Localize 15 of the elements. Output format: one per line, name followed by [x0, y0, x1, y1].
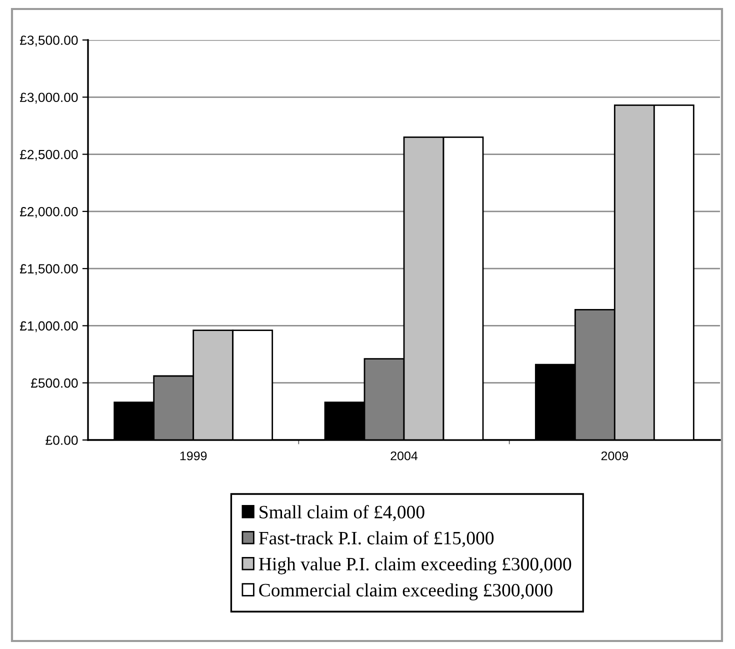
- legend-label: Commercial claim exceeding £300,000: [259, 583, 552, 600]
- y-tick-label: £1,500.00: [20, 264, 78, 276]
- y-tick-label: £500.00: [30, 378, 78, 388]
- y-tick-label: £2,000.00: [20, 206, 78, 218]
- x-tick-label: 2004: [390, 451, 418, 460]
- y-tick-label: £2,500.00: [20, 150, 78, 161]
- y-tick-label: £1,000.00: [20, 321, 78, 332]
- legend-label: High value P.I. claim exceeding £300,000: [258, 557, 572, 574]
- x-tick-label: 1999: [180, 451, 207, 460]
- legend-label: Small claim of £4,000: [260, 505, 424, 522]
- legend-label: Fast-track P.I. claim of £15,000: [258, 531, 494, 548]
- y-tick-label: £0.00: [46, 436, 78, 445]
- y-tick-label: £3,500.00: [20, 36, 78, 46]
- y-tick-label: £3,000.00: [20, 92, 78, 104]
- x-tick-label: 2009: [601, 451, 628, 460]
